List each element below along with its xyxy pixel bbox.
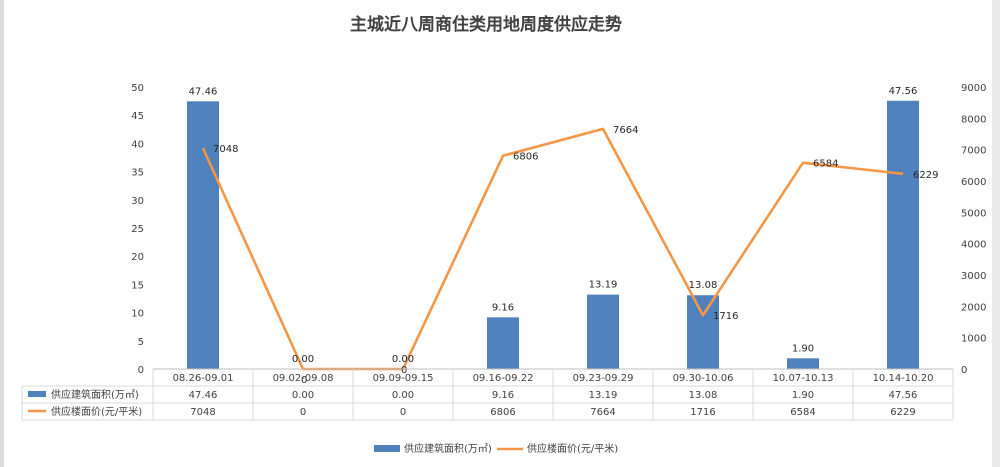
y-left-tick-label: 35 xyxy=(131,168,144,179)
table-cell: 13.08 xyxy=(689,390,718,401)
x-category-label: 09.09-09.15 xyxy=(373,373,434,384)
y-right-tick-label: 8000 xyxy=(961,114,986,125)
line-data-label: 1716 xyxy=(713,311,738,322)
y-left-tick-label: 10 xyxy=(131,309,144,320)
x-category-label: 08.26-09.01 xyxy=(173,373,234,384)
y-left-tick-label: 15 xyxy=(131,280,144,291)
axes: 0 5 10 15 20 25 30 35 40 45 50 0 1000 2000 3000 4000 500… xyxy=(131,83,986,376)
bar xyxy=(187,101,219,370)
x-category-label: 09.02-09.08 xyxy=(273,373,334,384)
bar-data-label: 13.19 xyxy=(589,280,618,291)
bar xyxy=(487,317,519,369)
x-category-label: 09.16-09.22 xyxy=(473,373,534,384)
table-cell: 0 xyxy=(400,407,406,418)
frame-edge-left xyxy=(0,0,4,467)
price-line xyxy=(201,127,904,371)
bar xyxy=(587,294,619,369)
y-left-tick-label: 30 xyxy=(131,196,144,207)
x-category-label: 09.30-10.06 xyxy=(673,373,734,384)
table-cell: 47.56 xyxy=(889,390,918,401)
frame-edge-right xyxy=(992,0,1000,467)
legend-line-label: 供应楼面价(元/平米) xyxy=(527,442,618,455)
data-labels: 47.46 0.00 0.00 9.16 13.19 13.08 1.90 47.56 7048… xyxy=(189,86,939,386)
bar-data-label: 47.46 xyxy=(189,86,218,97)
y-right-tick-label: 7000 xyxy=(961,146,986,157)
table-series-name: 供应建筑面积(万㎡) xyxy=(51,388,139,401)
y-right-tick-label: 9000 xyxy=(961,83,986,94)
y-left-tick-label: 5 xyxy=(138,337,144,348)
line-data-label: 6229 xyxy=(913,170,938,181)
y-left-tick-label: 25 xyxy=(131,224,144,235)
y-left-tick-label: 45 xyxy=(131,111,144,122)
table-cell: 13.19 xyxy=(589,390,618,401)
bar xyxy=(787,358,819,369)
table-cell: 6229 xyxy=(890,407,915,418)
chart-title: 主城近八周商住类用地周度供应走势 xyxy=(350,14,622,35)
legend-bar-label: 供应建筑面积(万㎡) xyxy=(404,442,492,455)
table-cell: 6584 xyxy=(790,407,815,418)
data-table: 08.26-09.01 09.02-09.08 09.09-09.15 09.16-0… xyxy=(21,368,954,421)
bar-data-label: 0.00 xyxy=(392,354,414,365)
y-left-tick-label: 50 xyxy=(131,83,144,94)
table-cell: 6806 xyxy=(490,407,515,418)
table-series-key xyxy=(28,391,46,397)
table-cell: 0.00 xyxy=(392,390,414,401)
table-cell: 7664 xyxy=(590,407,615,418)
line-data-label: 7664 xyxy=(613,125,638,136)
y-left-tick-label: 0 xyxy=(138,365,144,376)
legend: 供应建筑面积(万㎡) 供应楼面价(元/平米) xyxy=(374,442,618,455)
table-cell: 47.46 xyxy=(189,390,218,401)
bar-data-label: 0.00 xyxy=(292,354,314,365)
line-data-label: 0 xyxy=(401,365,407,376)
y-right-tick-label: 5000 xyxy=(961,208,986,219)
bar-data-label: 1.90 xyxy=(792,343,814,354)
table-cell: 1.90 xyxy=(792,390,814,401)
line-series xyxy=(201,127,904,371)
table-cell: 0.00 xyxy=(292,390,314,401)
y-right-tick-label: 6000 xyxy=(961,177,986,188)
x-category-label: 09.23-09.29 xyxy=(573,373,634,384)
y-left-tick-label: 20 xyxy=(131,252,144,263)
table-series-name: 供应楼面价(元/平米) xyxy=(51,405,142,418)
x-category-label: 10.07-10.13 xyxy=(773,373,834,384)
line-data-label: 6806 xyxy=(513,152,538,163)
y-right-tick-label: 1000 xyxy=(961,334,986,345)
bar-data-label: 9.16 xyxy=(492,302,514,313)
bar-data-label: 13.08 xyxy=(689,280,718,291)
line-data-label: 7048 xyxy=(213,144,238,155)
table-cell: 0 xyxy=(300,407,306,418)
table-cell: 1716 xyxy=(690,407,715,418)
bar-data-label: 47.56 xyxy=(889,86,918,97)
y-left-tick-label: 40 xyxy=(131,139,144,150)
bar-series xyxy=(187,100,919,370)
legend-bar-key xyxy=(374,445,400,452)
bar xyxy=(687,295,719,369)
table-cell: 7048 xyxy=(190,407,215,418)
bar xyxy=(887,100,919,369)
y-right-tick-label: 4000 xyxy=(961,240,986,251)
y-right-tick-label: 3000 xyxy=(961,271,986,282)
y-right-tick-label: 0 xyxy=(961,365,967,376)
x-category-label: 10.14-10.20 xyxy=(873,373,934,384)
y-right-tick-label: 2000 xyxy=(961,302,986,313)
line-data-label: 6584 xyxy=(813,159,838,170)
table-cell: 9.16 xyxy=(492,390,514,401)
line-data-label: 0 xyxy=(301,375,307,386)
